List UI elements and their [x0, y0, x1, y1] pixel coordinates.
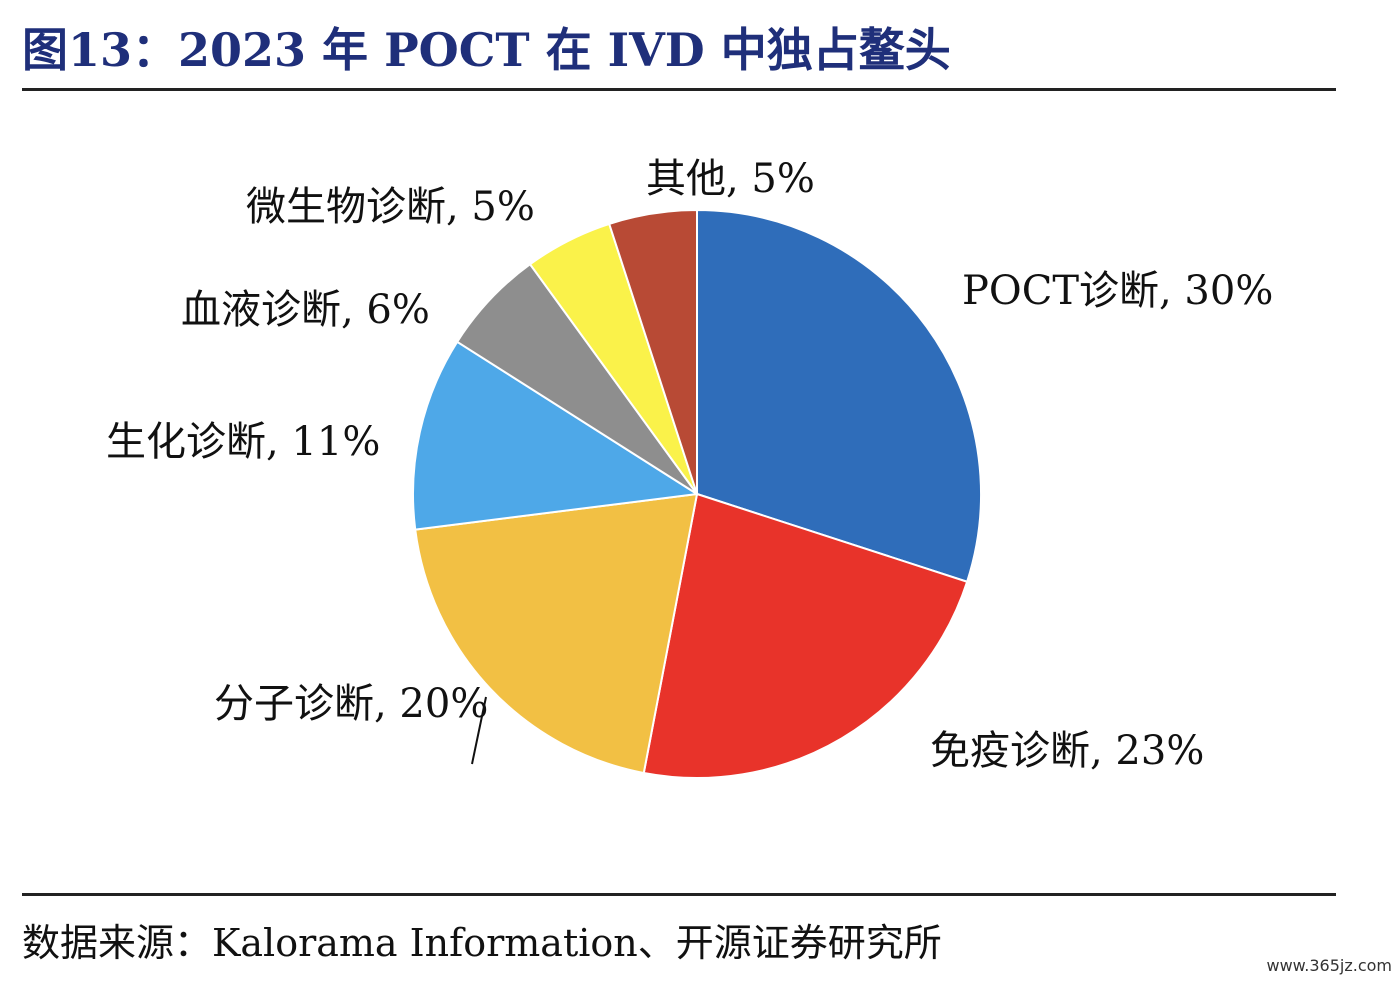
source-note: 数据来源：Kalorama Information、开源证券研究所 — [22, 921, 942, 965]
slice-label-7: 其他, 5% — [646, 156, 815, 202]
slice-label-1: POCT诊断, 30% — [962, 268, 1273, 314]
watermark: www.365jz.com — [1266, 956, 1392, 975]
slice-label-2: 免疫诊断, 23% — [930, 728, 1204, 774]
pie-slice-4 — [412, 340, 700, 531]
slice-label-3: 分子诊断, 20% — [214, 681, 488, 727]
slice-label-5: 血液诊断, 6% — [181, 287, 430, 333]
title-divider — [22, 88, 1336, 91]
pie-slice-1 — [696, 208, 982, 584]
slice-label-6: 微生物诊断, 5% — [246, 184, 535, 230]
source-divider — [22, 893, 1336, 896]
chart-title: 图13：2023 年 POCT 在 IVD 中独占鳌头 — [22, 23, 951, 77]
pie-slice-3 — [414, 492, 699, 775]
pie-labels: POCT诊断, 30% 免疫诊断, 23% 分子诊断, 20% 生化诊断, 11% 血液… — [106, 156, 1273, 774]
slice-label-4: 生化诊断, 11% — [106, 419, 380, 465]
leader-line — [471, 696, 487, 765]
pie-slice-7 — [607, 208, 698, 495]
pie-slices — [412, 208, 982, 779]
pie-slice-2 — [642, 492, 969, 779]
